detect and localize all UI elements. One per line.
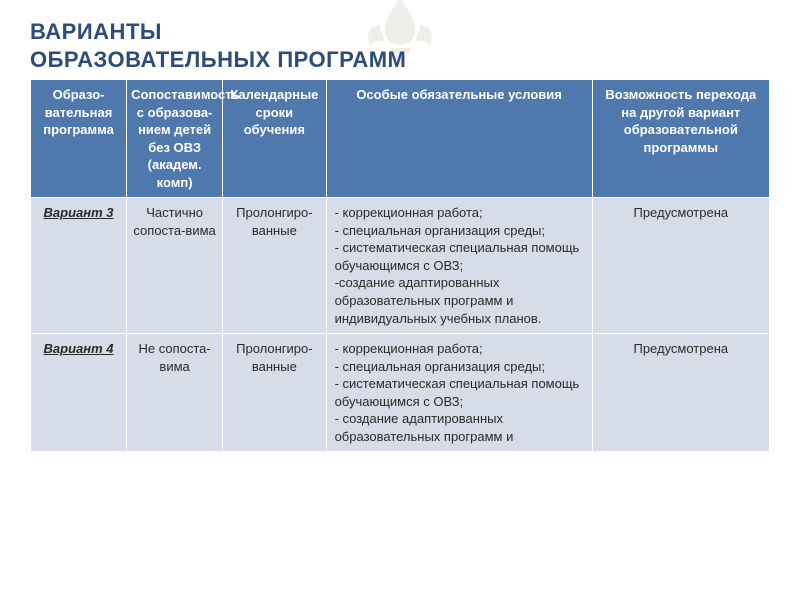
condition-line: -создание адаптированных образовательных… [335, 274, 584, 327]
cell-transition: Предусмотрена [592, 198, 769, 334]
table-row: Вариант 4Не сопоста-вимаПролонгиро-ванны… [31, 334, 770, 452]
condition-line: - коррекционная работа; [335, 204, 584, 222]
condition-line: - коррекционная работа; [335, 340, 584, 358]
table-col-header: Календарные сроки обучения [223, 80, 326, 198]
table-row: Вариант 3Частично сопоста-вимаПролонгиро… [31, 198, 770, 334]
cell-terms: Пролонгиро-ванные [223, 334, 326, 452]
table-col-header: Особые обязательные условия [326, 80, 592, 198]
condition-line: - специальная организация среды; [335, 358, 584, 376]
cell-terms: Пролонгиро-ванные [223, 198, 326, 334]
cell-conditions: - коррекционная работа;- специальная орг… [326, 334, 592, 452]
row-label: Вариант 3 [31, 198, 127, 334]
page-title: ВАРИАНТЫ ОБРАЗОВАТЕЛЬНЫХ ПРОГРАММ [30, 18, 770, 73]
title-line-1: ВАРИАНТЫ [30, 19, 162, 44]
cell-conditions: - коррекционная работа;- специальная орг… [326, 198, 592, 334]
row-label: Вариант 4 [31, 334, 127, 452]
cell-transition: Предусмотрена [592, 334, 769, 452]
condition-line: - специальная организация среды; [335, 222, 584, 240]
condition-line: - систематическая специальная помощь обу… [335, 375, 584, 410]
table-col-header: Сопоставимость с образова-нием детей без… [127, 80, 223, 198]
cell-comparability: Частично сопоста-вима [127, 198, 223, 334]
condition-line: - систематическая специальная помощь обу… [335, 239, 584, 274]
programs-table: Образо-вательная программаСопоставимость… [30, 79, 770, 452]
condition-line: - создание адаптированных образовательны… [335, 410, 584, 445]
cell-comparability: Не сопоста-вима [127, 334, 223, 452]
title-line-2: ОБРАЗОВАТЕЛЬНЫХ ПРОГРАММ [30, 47, 406, 72]
table-col-header: Возможность перехода на другой вариант о… [592, 80, 769, 198]
table-header-row: Образо-вательная программаСопоставимость… [31, 80, 770, 198]
table-col-header: Образо-вательная программа [31, 80, 127, 198]
